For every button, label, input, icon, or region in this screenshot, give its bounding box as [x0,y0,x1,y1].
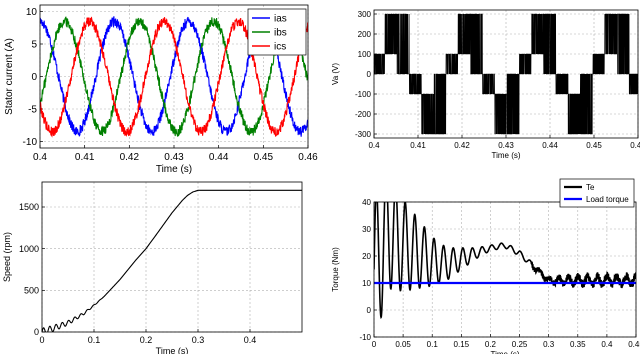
legend-entry: Te [586,183,595,192]
y-axis-label: Torque (Nm) [331,247,340,292]
y-tick-label: -5 [28,105,37,116]
y-tick-label: 0 [31,72,37,83]
y-tick-label: 0 [34,327,39,337]
x-tick-label: 0.42 [454,141,470,150]
x-tick-label: 0.3 [543,340,555,349]
y-tick-label: -300 [355,130,372,139]
y-tick-label: 1500 [19,202,39,212]
y-tick-label: 40 [362,198,371,207]
x-tick-label: 0.05 [395,340,411,349]
x-tick-label: 0.42 [120,152,140,163]
x-tick-label: 0.46 [298,152,318,163]
chart-torque: 00.050.10.150.20.250.30.350.40.45-100102… [320,177,640,354]
x-tick-label: 0.4 [368,141,380,150]
chart-stator-current: 0.4 0.41 0.42 0.43 0.44 0.45 0.46 -10 -5 0 5 10 Time… [0,0,320,177]
x-axis-label: Time (s) [491,151,520,160]
legend: Te Load torque [560,179,634,207]
x-tick-label: 0 [372,340,377,349]
x-tick-label: 0.43 [164,152,184,163]
chart-rotor-speed: 0 0.1 0.2 0.3 0.4 0 500 1000 1500 Time (s) Speed (… [0,177,320,354]
x-tick-label: 0.45 [628,340,640,349]
legend: ias ibs ics [248,9,306,55]
x-tick-label: 0.4 [244,335,257,345]
x-axis-label: Time (s) [490,350,519,354]
y-axis-label: Speed (rpm) [2,232,12,282]
y-tick-label: 500 [24,285,39,295]
y-tick-label: 10 [362,279,371,288]
y-tick-label: 200 [358,30,372,39]
x-tick-label: 0.45 [254,152,274,163]
y-tick-label: 10 [26,7,38,18]
x-tick-label: 0.44 [542,141,558,150]
x-tick-label: 0.4 [33,152,47,163]
y-tick-label: 1000 [19,244,39,254]
x-tick-label: 0.46 [630,141,640,150]
y-tick-label: -100 [355,90,372,99]
x-tick-label: 0.2 [140,335,153,345]
x-tick-label: 0.3 [192,335,205,345]
x-tick-label: 0.1 [88,335,101,345]
y-tick-label: 5 [31,40,37,51]
x-tick-label: 0.35 [570,340,586,349]
x-axis-label: Time (s) [156,164,192,175]
x-axis-label: Time (s) [156,346,189,354]
x-tick-label: 0.44 [209,152,229,163]
y-tick-label: 300 [358,10,372,19]
y-tick-label: 0 [367,306,372,315]
x-tick-label: 0 [39,335,44,345]
x-tick-label: 0.41 [410,141,426,150]
y-tick-label: 20 [362,252,371,261]
x-tick-label: 0.4 [601,340,613,349]
y-tick-label: 0 [367,70,372,79]
chart-phase-voltage: 0.4 0.41 0.42 0.43 0.44 0.45 0.46 -300 -200 -100 0… [320,0,640,177]
y-tick-label: -200 [355,110,372,119]
x-tick-label: 0.1 [427,340,439,349]
x-tick-label: 0.43 [498,141,514,150]
x-tick-label: 0.45 [586,141,602,150]
legend-entry: ias [274,14,287,25]
legend-entry: ibs [274,28,287,39]
legend-entry: Load torque [586,195,629,204]
y-tick-label: 30 [362,225,371,234]
y-tick-label: 100 [358,50,372,59]
legend-entry: ics [274,42,286,53]
y-tick-label: -10 [359,333,371,342]
x-tick-label: 0.2 [485,340,497,349]
plot-area [42,182,302,332]
y-tick-label: -10 [23,137,38,148]
y-axis-label: Va (V) [331,63,340,85]
x-tick-label: 0.41 [75,152,95,163]
x-tick-label: 0.25 [512,340,528,349]
y-axis-label: Stator current (A) [4,38,15,115]
x-tick-label: 0.15 [454,340,470,349]
